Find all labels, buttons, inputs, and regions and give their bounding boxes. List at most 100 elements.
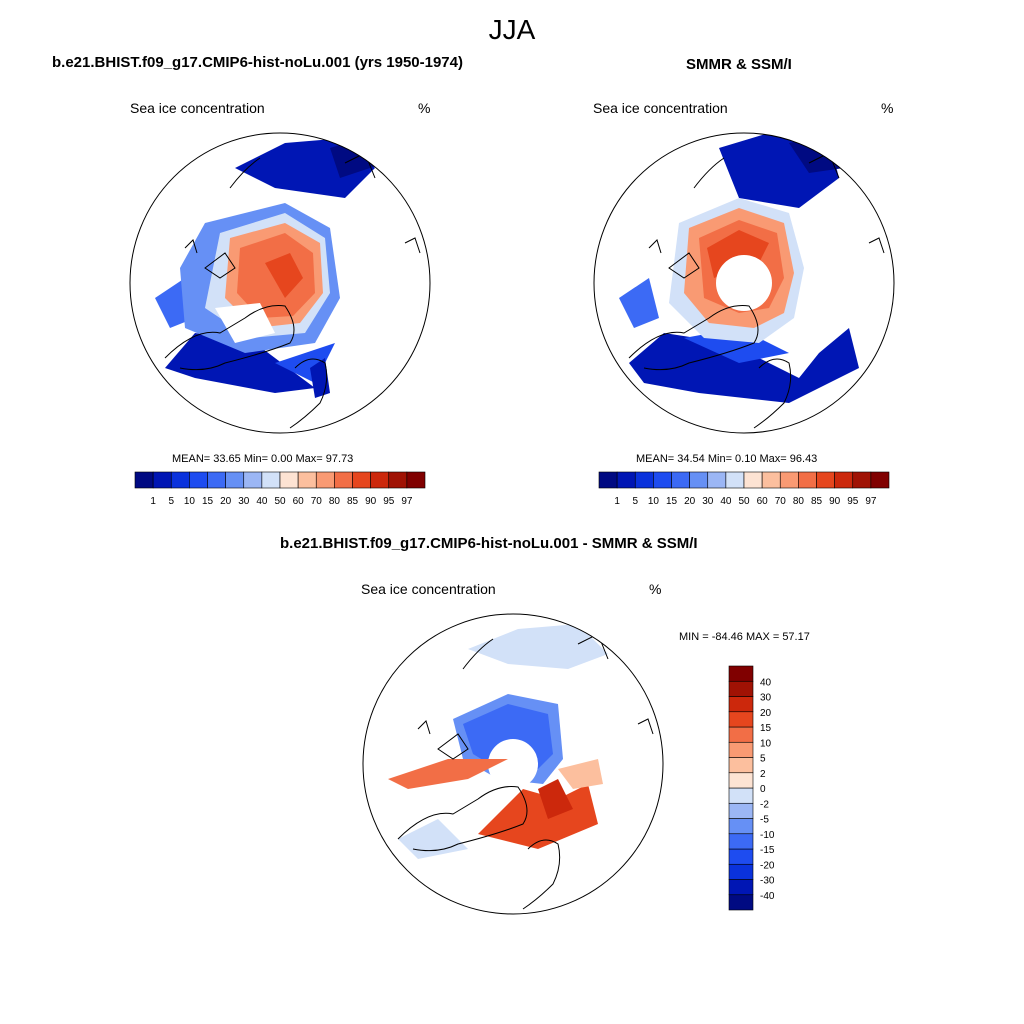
model-colorbar-tick: 1 — [150, 496, 156, 507]
diff-colorbar-tick: 10 — [760, 738, 772, 749]
diff-colorbar-box — [728, 894, 754, 911]
obs-colorbar-box — [689, 471, 709, 489]
obs-colorbar-box — [653, 471, 672, 489]
model-colorbar-tick: 50 — [274, 496, 286, 507]
model-colorbar: 1 5 10 15 20 30 40 50 60 70 80 85 90 95 97 — [134, 471, 426, 507]
model-colorbar-box — [334, 471, 353, 489]
model-panel-title: b.e21.BHIST.f09_g17.CMIP6-hist-noLu.001 … — [52, 54, 463, 71]
diff-colorbar-box — [728, 787, 754, 804]
obs-ice-field — [619, 133, 859, 403]
obs-colorbar-tick: 85 — [811, 496, 823, 507]
model-colorbar-tick: 30 — [238, 496, 250, 507]
diff-colorbar-tick: 0 — [760, 784, 766, 795]
diff-stats: MIN = -84.46 MAX = 57.17 — [679, 631, 810, 643]
obs-colorbar-box — [634, 471, 654, 489]
diff-colorbar-box — [728, 833, 754, 850]
diff-colorbar-box — [728, 680, 754, 697]
obs-colorbar-tick: 10 — [648, 496, 660, 507]
obs-colorbar-box — [834, 471, 854, 489]
diff-colorbar-tick: 2 — [760, 769, 766, 780]
obs-colorbar-tick: 70 — [775, 496, 787, 507]
obs-colorbar-tick: 97 — [865, 496, 877, 507]
model-colorbar-tick: 90 — [365, 496, 377, 507]
obs-colorbar-box — [725, 471, 745, 489]
model-colorbar-box — [189, 471, 208, 489]
model-colorbar-box — [207, 471, 226, 489]
obs-variable-label: Sea ice concentration — [593, 100, 728, 116]
diff-colorbar-box — [728, 696, 754, 713]
obs-colorbar-tick: 60 — [757, 496, 769, 507]
model-colorbar-box — [134, 471, 154, 489]
model-colorbar-box — [225, 471, 245, 489]
obs-panel-title: SMMR & SSM/I — [686, 56, 792, 73]
diff-colorbar-box — [728, 757, 754, 774]
obs-pole-hole — [716, 255, 772, 311]
model-colorbar-box — [315, 471, 335, 489]
diff-colorbar-box — [728, 665, 754, 682]
diff-anomaly-field — [388, 624, 608, 859]
diff-colorbar-tick: 5 — [760, 754, 766, 765]
diff-colorbar-box — [728, 879, 754, 896]
model-colorbar-tick: 40 — [256, 496, 268, 507]
diff-colorbar-box — [728, 726, 754, 743]
obs-colorbar-tick: 1 — [614, 496, 620, 507]
obs-colorbar-box — [671, 471, 690, 489]
obs-units-label: % — [881, 100, 894, 116]
obs-colorbar-box — [598, 471, 618, 489]
obs-polar-map — [593, 132, 895, 434]
obs-stats: MEAN= 34.54 Min= 0.10 Max= 96.43 — [636, 453, 818, 465]
diff-colorbar-tick: 40 — [760, 677, 772, 688]
diff-variable-label: Sea ice concentration — [361, 581, 496, 597]
diff-colorbar-box — [728, 818, 754, 835]
model-colorbar-box — [297, 471, 317, 489]
diff-colorbar-tick: 30 — [760, 693, 772, 704]
diff-colorbar-box — [728, 741, 754, 758]
obs-colorbar-box — [779, 471, 799, 489]
model-colorbar-box — [370, 471, 390, 489]
obs-colorbar-box — [761, 471, 781, 489]
model-colorbar-tick: 70 — [311, 496, 323, 507]
model-colorbar-tick: 95 — [383, 496, 395, 507]
diff-colorbar-box — [728, 711, 754, 728]
obs-colorbar-box — [816, 471, 835, 489]
obs-colorbar-tick: 50 — [738, 496, 750, 507]
model-colorbar-box — [261, 471, 281, 489]
obs-colorbar-box — [743, 471, 763, 489]
obs-colorbar-tick: 40 — [720, 496, 732, 507]
obs-colorbar: 1 5 10 15 20 30 40 50 60 70 80 85 90 95 97 — [598, 471, 890, 507]
model-variable-label: Sea ice concentration — [130, 100, 265, 116]
diff-colorbar-box — [728, 772, 754, 789]
diff-polar-map — [362, 613, 664, 915]
diff-colorbar-tick: -30 — [760, 876, 775, 887]
obs-colorbar-box — [707, 471, 727, 489]
model-colorbar-box — [352, 471, 371, 489]
obs-colorbar-box — [852, 471, 872, 489]
model-colorbar-tick: 5 — [168, 496, 174, 507]
obs-colorbar-tick: 15 — [666, 496, 678, 507]
season-title: JJA — [488, 14, 536, 45]
model-colorbar-tick: 20 — [220, 496, 232, 507]
model-units-label: % — [418, 100, 431, 116]
diff-colorbar-tick: -40 — [760, 891, 775, 902]
model-colorbar-tick: 10 — [184, 496, 196, 507]
model-ice-field — [155, 136, 385, 398]
model-colorbar-box — [406, 471, 426, 489]
diff-colorbar-tick: -15 — [760, 845, 775, 856]
obs-colorbar-tick: 95 — [847, 496, 859, 507]
obs-colorbar-tick: 30 — [702, 496, 714, 507]
model-colorbar-box — [170, 471, 190, 489]
model-colorbar-box — [152, 471, 172, 489]
model-colorbar-box — [243, 471, 263, 489]
diff-colorbar-tick: -20 — [760, 860, 775, 871]
diff-colorbar-tick: -5 — [760, 815, 769, 826]
model-colorbar-tick: 85 — [347, 496, 359, 507]
model-polar-map — [129, 132, 431, 434]
diff-colorbar-box — [728, 802, 754, 819]
diff-colorbar-box — [728, 848, 754, 865]
obs-colorbar-tick: 80 — [793, 496, 805, 507]
obs-colorbar-box — [870, 471, 890, 489]
model-colorbar-tick: 80 — [329, 496, 341, 507]
diff-panel-title: b.e21.BHIST.f09_g17.CMIP6-hist-noLu.001 … — [280, 535, 698, 552]
obs-colorbar-tick: 5 — [632, 496, 638, 507]
